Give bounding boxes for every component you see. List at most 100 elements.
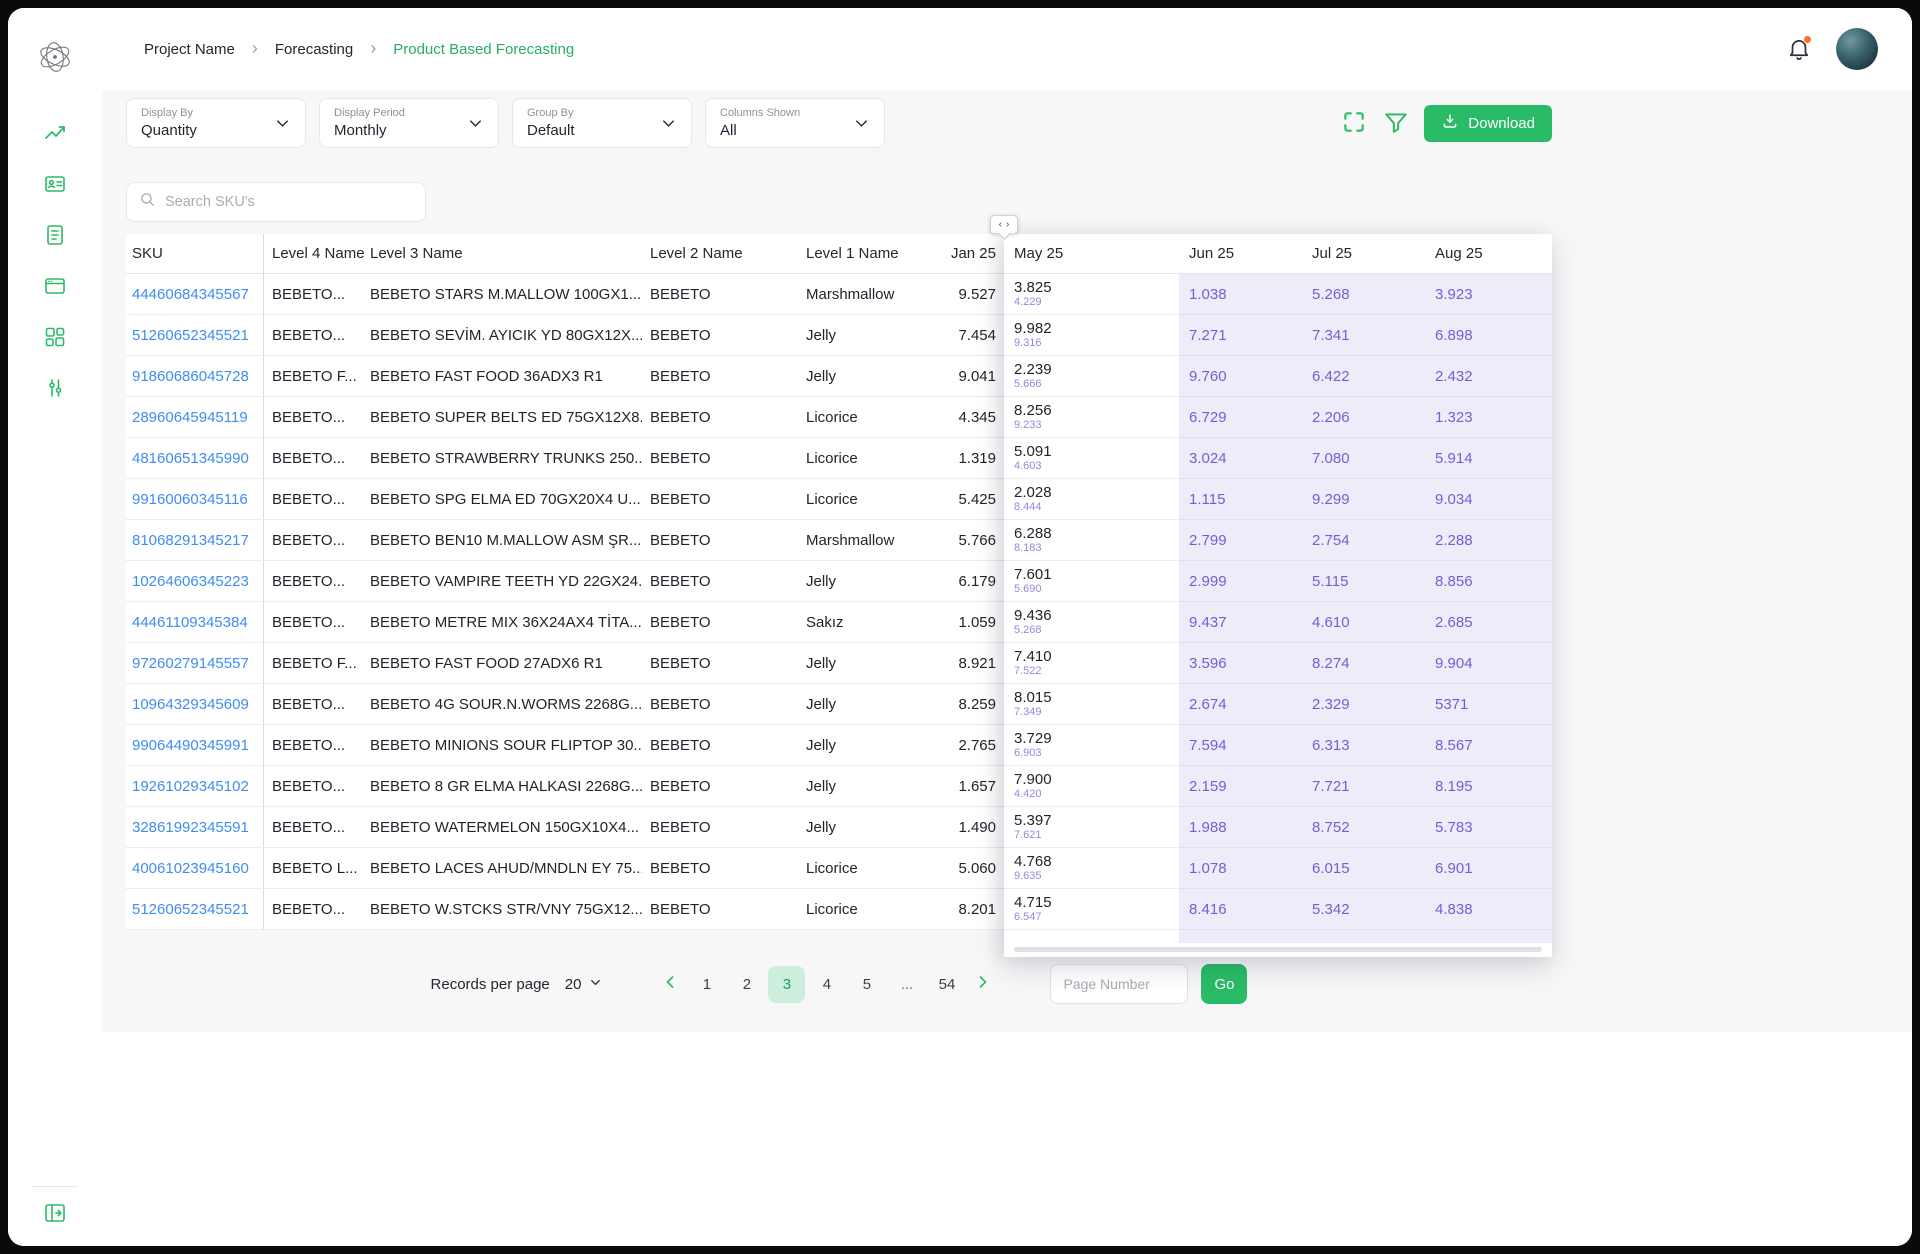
column-header-level2[interactable]: Level 2 Name [650,245,743,262]
sku-link[interactable]: 44461109345384 [126,602,264,642]
level2-cell: BEBETO [650,654,711,672]
column-header-jan25[interactable]: Jan 25 [950,245,996,262]
filter-button[interactable] [1381,109,1410,138]
page-button[interactable]: 3 [768,965,806,1003]
sku-link[interactable]: 32861992345591 [126,807,264,847]
level2-cell: BEBETO [650,531,711,549]
column-header-jul25[interactable]: Jul 25 [1312,245,1353,262]
logo [32,34,78,80]
column-header-sku[interactable]: SKU [126,234,264,273]
may25-secondary-value: 6.903 [1014,747,1042,759]
display-by-dropdown[interactable]: Display By Quantity [126,98,306,148]
sku-link[interactable]: 51260652345521 [126,315,264,355]
page-button[interactable]: 1 [702,975,712,993]
level2-cell: BEBETO [650,326,711,344]
jul25-cell [1302,930,1425,943]
breadcrumb-forecasting[interactable]: Forecasting [274,40,354,58]
may25-secondary-value: 4.229 [1014,296,1042,308]
sku-link[interactable]: 97260279145557 [126,643,264,683]
aug25-cell: 1.323 [1425,397,1552,438]
may25-secondary-value: 6.547 [1014,911,1042,923]
may25-secondary-value: 8.444 [1014,501,1042,513]
panel-row: 9.982 9.316 7.271 7.341 6.898 [1004,315,1552,356]
sidebar [8,8,102,1246]
column-header-may25[interactable]: May 25 [1014,245,1064,262]
sku-link[interactable]: 10264606345223 [126,561,264,601]
level4-cell: BEBETO... [272,613,346,631]
level4-cell: BEBETO... [272,449,346,467]
level4-cell: BEBETO... [272,572,346,590]
sidebar-item-dashboard[interactable] [42,326,68,352]
sidebar-item-accounts[interactable] [42,173,68,199]
sku-link[interactable]: 91860686045728 [126,356,264,396]
forecast-panel: ‹ › May 25 Jun 25 Jul 25 Aug 25 3.825 4.22… [990,215,1552,957]
download-button[interactable]: Download [1424,104,1552,142]
may25-value: 7.410 [1014,648,1052,665]
display-period-dropdown[interactable]: Display Period Monthly [319,98,499,148]
page-button[interactable]: 5 [862,975,872,993]
column-header-level3[interactable]: Level 3 Name [370,245,463,262]
records-per-page-dropdown[interactable]: 20 [565,975,604,994]
sku-link[interactable]: 99160060345116 [126,479,264,519]
filter-value: Quantity [141,122,197,139]
sku-link[interactable]: 10964329345609 [126,684,264,724]
panel-row: 7.900 4.420 2.159 7.721 8.195 [1004,766,1552,807]
page-content: Display By Quantity Display Period Month… [102,90,1912,1032]
chevron-down-icon [852,114,871,133]
sku-link[interactable]: 40061023945160 [126,848,264,888]
collapse-sidebar-button[interactable] [42,1202,68,1228]
go-button[interactable]: Go [1201,964,1248,1004]
column-resize-handle[interactable]: ‹ › [990,215,1018,234]
breadcrumb-project-name[interactable]: Project Name [144,40,235,58]
jun25-cell: 7.594 [1179,725,1302,766]
column-header-level4[interactable]: Level 4 Name [272,245,365,262]
topbar-right [1786,28,1878,70]
search-input[interactable] [165,194,413,210]
jun25-cell: 2.799 [1179,520,1302,561]
report-document-icon [43,223,67,252]
next-page-button[interactable] [968,969,998,999]
may25-secondary-value: 4.603 [1014,460,1042,472]
level3-cell: BEBETO STARS M.MALLOW 100GX1... [370,285,642,303]
group-by-dropdown[interactable]: Group By Default [512,98,692,148]
sidebar-item-workspace[interactable] [42,275,68,301]
level4-cell: BEBETO... [272,818,346,836]
sku-link[interactable]: 99064490345991 [126,725,264,765]
sku-link[interactable]: 19261029345102 [126,766,264,806]
user-avatar[interactable] [1836,28,1878,70]
column-header-aug25[interactable]: Aug 25 [1435,245,1483,262]
previous-page-button[interactable] [655,969,685,999]
columns-shown-dropdown[interactable]: Columns Shown All [705,98,885,148]
column-header-jun25[interactable]: Jun 25 [1189,245,1235,262]
may25-cell: 5.232 [1004,930,1179,943]
horizontal-scrollbar[interactable] [1014,947,1542,952]
jul25-cell: 2.206 [1302,397,1425,438]
aug25-cell: 6.898 [1425,315,1552,356]
page-button[interactable]: 54 [938,975,956,993]
sku-link[interactable]: 44460684345567 [126,274,264,314]
chevron-left-icon: ‹ [998,219,1002,230]
may25-cell: 8.256 9.233 [1004,397,1179,438]
jan25-cell: 1.657 [958,777,996,795]
page-button[interactable]: 2 [742,975,752,993]
sidebar-item-settings[interactable] [42,377,68,403]
notifications-button[interactable] [1786,35,1812,62]
records-per-page-value: 20 [564,975,582,993]
page-button[interactable]: 4 [822,975,832,993]
sku-link[interactable]: 48160651345990 [126,438,264,478]
sidebar-item-reports[interactable] [42,224,68,250]
may25-value: 5.397 [1014,812,1052,829]
column-header-level1[interactable]: Level 1 Name [806,245,899,262]
sku-link[interactable]: 28960645945119 [126,397,264,437]
jun25-cell: 1.078 [1179,848,1302,889]
sidebar-item-forecasting[interactable] [42,122,68,148]
fullscreen-button[interactable] [1339,109,1368,138]
sku-link[interactable]: 51260652345521 [126,889,264,929]
level4-cell: BEBETO F... [272,654,357,672]
level4-cell: BEBETO L... [272,859,358,877]
breadcrumb-product-based-forecasting: Product Based Forecasting [393,40,575,58]
page-number-input[interactable] [1050,964,1189,1004]
level2-cell: BEBETO [650,613,711,631]
sku-link[interactable]: 81068291345217 [126,520,264,560]
may25-secondary-value: 9.316 [1014,337,1042,349]
